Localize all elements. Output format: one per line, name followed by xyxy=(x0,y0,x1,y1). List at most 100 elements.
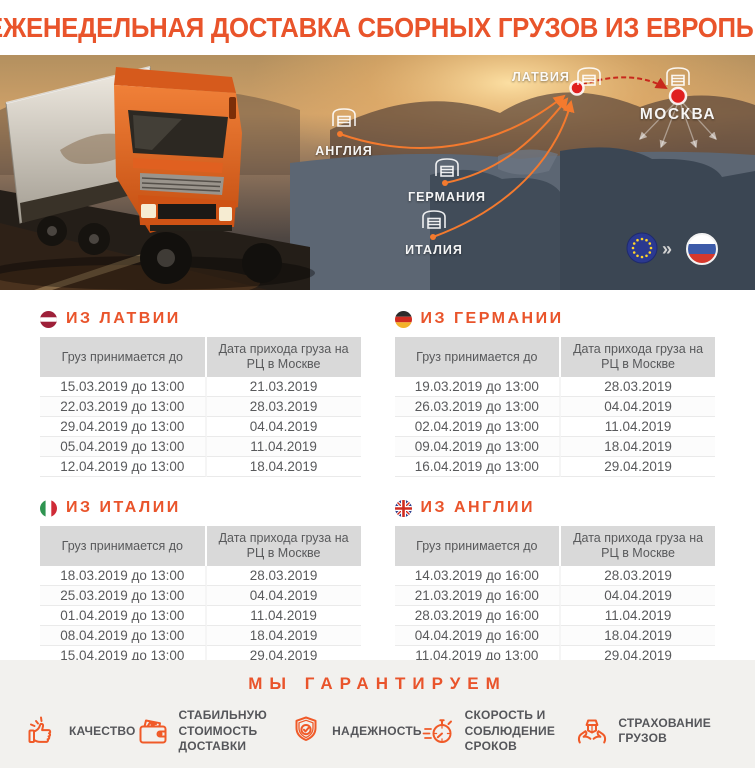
table-row: 12.04.2019 до 13:00 18.04.2019 xyxy=(40,457,361,477)
schedule-table: Груз принимается до Дата прихода груза н… xyxy=(394,526,715,666)
map-location-england: АНГЛИЯ xyxy=(310,107,378,158)
latvia-flag-icon xyxy=(40,310,57,328)
italy-flag-icon xyxy=(40,499,57,517)
cell-accept: 22.03.2019 до 13:00 xyxy=(40,397,207,417)
table-title: ИЗ АНГЛИИ xyxy=(420,499,535,516)
map-label: ГЕРМАНИЯ xyxy=(407,190,487,204)
guarantees-footer: МЫ ГАРАНТИРУЕМ КАЧЕСТВО xyxy=(0,660,755,768)
table-row: 08.04.2019 до 13:00 18.04.2019 xyxy=(40,626,361,646)
table-title-row: ИЗ АНГЛИИ xyxy=(394,499,716,517)
cell-accept: 16.04.2019 до 13:00 xyxy=(394,457,562,477)
guarantee-item: СКОРОСТЬ И СОБЛЮДЕНИЕ СРОКОВ xyxy=(422,708,576,755)
cell-arrive: 28.03.2019 xyxy=(561,377,715,397)
table-row: 26.03.2019 до 13:00 04.04.2019 xyxy=(394,397,715,417)
cell-arrive: 21.03.2019 xyxy=(206,377,361,397)
cell-arrive: 28.03.2019 xyxy=(206,566,361,586)
col-header: Дата прихода груза на РЦ в Москве xyxy=(206,337,361,377)
col-header: Груз принимается до xyxy=(394,337,562,377)
cell-arrive: 04.04.2019 xyxy=(561,586,715,606)
hero-map: » ЛАТВИЯ МОСКВА xyxy=(0,55,755,290)
russia-flag-icon xyxy=(686,233,718,265)
guarantee-item: СТРАХОВАНИЕ ГРУЗОВ xyxy=(575,714,729,748)
schedule-tables: ИЗ ЛАТВИИ Груз принимается до Дата прихо… xyxy=(0,290,755,666)
cell-arrive: 11.04.2019 xyxy=(206,437,361,457)
map-label: ИТАЛИЯ xyxy=(405,243,463,257)
uk-flag-icon xyxy=(394,499,412,517)
route-arrow-germany-latvia xyxy=(444,97,569,184)
table-title: ИЗ ЛАТВИИ xyxy=(66,310,181,327)
warehouse-icon xyxy=(422,210,446,229)
cell-arrive: 28.03.2019 xyxy=(206,397,361,417)
table-row: 22.03.2019 до 13:00 28.03.2019 xyxy=(40,397,361,417)
cell-accept: 29.04.2019 до 13:00 xyxy=(40,417,207,437)
col-header: Дата прихода груза на РЦ в Москве xyxy=(561,526,715,566)
cell-arrive: 11.04.2019 xyxy=(561,417,715,437)
guarantee-label: НАДЕЖНОСТЬ xyxy=(332,723,422,738)
map-location-latvia: ЛАТВИЯ xyxy=(512,66,602,87)
cell-arrive: 18.04.2019 xyxy=(561,626,715,646)
lane-line xyxy=(34,251,162,290)
cell-arrive: 11.04.2019 xyxy=(561,606,715,626)
table-title: ИЗ ИТАЛИИ xyxy=(66,499,181,516)
latvia-hub-dot xyxy=(569,80,585,96)
thumbs-up-icon xyxy=(28,716,52,744)
guarantee-label: СТРАХОВАНИЕ ГРУЗОВ xyxy=(618,715,711,746)
cell-arrive: 04.04.2019 xyxy=(206,586,361,606)
cell-arrive: 04.04.2019 xyxy=(206,417,361,437)
route-arrow-england-latvia xyxy=(339,94,566,149)
guarantee-label: СТАБИЛЬНУЮ СТОИМОСТЬ ДОСТАВКИ xyxy=(178,708,267,754)
schedule-table: Груз принимается до Дата прихода груза н… xyxy=(394,337,715,477)
table-row: 28.03.2019 до 16:00 11.04.2019 xyxy=(394,606,715,626)
col-header: Дата прихода груза на РЦ в Москве xyxy=(206,526,361,566)
cell-arrive: 11.04.2019 xyxy=(206,606,361,626)
table-row: 18.03.2019 до 13:00 28.03.2019 xyxy=(40,566,361,586)
moscow-hub-dot xyxy=(668,86,688,106)
hero-illustration: » xyxy=(0,55,755,290)
warehouse-icon xyxy=(435,158,459,177)
table-row: 25.03.2019 до 13:00 04.04.2019 xyxy=(40,586,361,606)
table-title-row: ИЗ ЛАТВИИ xyxy=(40,310,361,328)
map-label: АНГЛИЯ xyxy=(315,144,373,158)
page-title: ЕЖЕНЕДЕЛЬНАЯ ДОСТАВКА СБОРНЫХ ГРУЗОВ ИЗ … xyxy=(0,11,755,43)
table-row: 02.04.2019 до 13:00 11.04.2019 xyxy=(394,417,715,437)
col-header: Груз принимается до xyxy=(394,526,562,566)
table-title: ИЗ ГЕРМАНИИ xyxy=(420,310,564,327)
cell-accept: 09.04.2019 до 13:00 xyxy=(394,437,562,457)
cell-accept: 26.03.2019 до 13:00 xyxy=(394,397,562,417)
map-label: МОСКВА xyxy=(639,106,717,123)
guarantee-item: КАЧЕСТВО xyxy=(26,714,136,748)
cell-accept: 01.04.2019 до 13:00 xyxy=(40,606,207,626)
cell-accept: 21.03.2019 до 16:00 xyxy=(394,586,562,606)
cell-accept: 19.03.2019 до 13:00 xyxy=(394,377,562,397)
shield-check-icon xyxy=(295,716,317,742)
table-row: 04.04.2019 до 16:00 18.04.2019 xyxy=(394,626,715,646)
schedule-table: Груз принимается до Дата прихода груза н… xyxy=(40,337,361,477)
cell-arrive: 28.03.2019 xyxy=(561,566,715,586)
route-arrow-italy-latvia xyxy=(432,100,575,238)
table-row: 21.03.2019 до 16:00 04.04.2019 xyxy=(394,586,715,606)
cell-arrive: 18.04.2019 xyxy=(206,457,361,477)
warehouse-icon xyxy=(666,67,690,86)
hands-box-icon xyxy=(578,719,607,744)
guarantee-label: СКОРОСТЬ И СОБЛЮДЕНИЕ СРОКОВ xyxy=(464,708,556,754)
table-row: 19.03.2019 до 13:00 28.03.2019 xyxy=(394,377,715,397)
truck-illustration xyxy=(0,66,315,290)
cell-accept: 12.04.2019 до 13:00 xyxy=(40,457,207,477)
cell-accept: 08.04.2019 до 13:00 xyxy=(40,626,207,646)
map-land xyxy=(430,169,597,290)
cell-accept: 28.03.2019 до 16:00 xyxy=(394,606,562,626)
guarantees-list: КАЧЕСТВО СТАБИЛЬНУЮ СТОИМОСТЬ ДОСТАВКИ xyxy=(26,708,729,755)
table-block-germany: ИЗ ГЕРМАНИИ Груз принимается до Дата при… xyxy=(394,298,716,477)
stopwatch-icon xyxy=(422,719,452,744)
cell-accept: 02.04.2019 до 13:00 xyxy=(394,417,562,437)
table-row: 16.04.2019 до 13:00 29.04.2019 xyxy=(394,457,715,477)
table-block-england: ИЗ АНГЛИИ Груз принимается до Дата прихо… xyxy=(394,487,716,666)
wallet-icon xyxy=(139,719,167,744)
col-header: Груз принимается до xyxy=(40,526,207,566)
table-row: 01.04.2019 до 13:00 11.04.2019 xyxy=(40,606,361,626)
guarantees-title: МЫ ГАРАНТИРУЕМ xyxy=(248,674,507,693)
cell-arrive: 18.04.2019 xyxy=(561,437,715,457)
table-title-row: ИЗ ГЕРМАНИИ xyxy=(394,310,716,328)
cell-arrive: 29.04.2019 xyxy=(561,457,715,477)
